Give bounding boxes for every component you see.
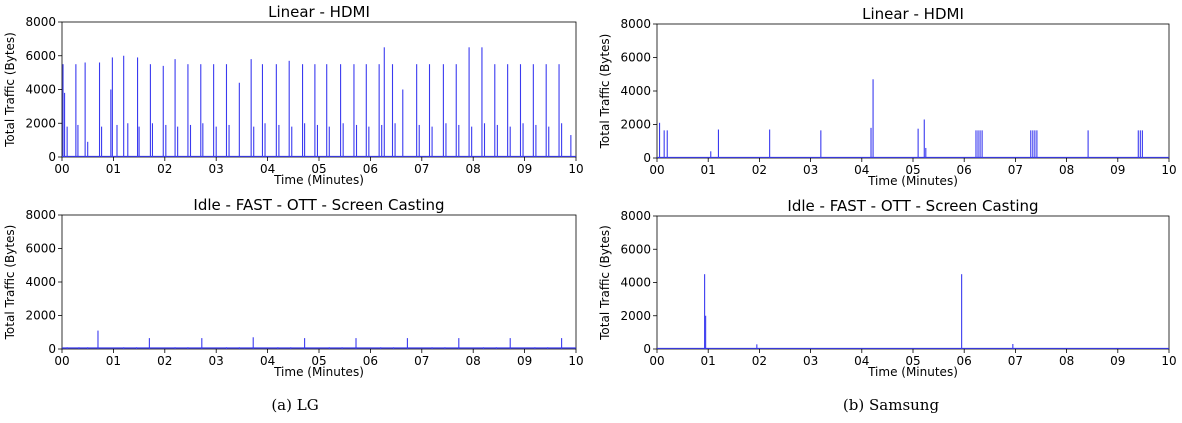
chart-lg-idle: 0 2000 4000 6000 8000 00 01 02 03 04 05 06 07 08 09 10 T… — [3, 196, 584, 379]
y-tick-label: 0 — [48, 342, 56, 356]
y-tick-label: 4000 — [620, 276, 651, 290]
x-axis-label: Time (Minutes) — [867, 174, 958, 188]
y-tick-label: 8000 — [25, 15, 56, 29]
x-tick-label: 06 — [957, 163, 972, 177]
y-tick-label: 6000 — [25, 49, 56, 63]
x-tick-label: 09 — [517, 354, 532, 368]
x-tick-label: 08 — [466, 354, 481, 368]
chart-ss-linear: 0 2000 4000 6000 8000 00 01 02 03 04 05 06 07 08 09 10 T… — [598, 5, 1177, 188]
y-tick-label: 4000 — [25, 275, 56, 289]
x-tick-label: 03 — [209, 354, 224, 368]
x-tick-label: 06 — [363, 162, 378, 176]
chart-title: Idle - FAST - OTT - Screen Casting — [193, 196, 444, 214]
y-tick-label: 8000 — [25, 208, 56, 222]
x-axis-label: Time (Minutes) — [273, 365, 364, 379]
y-tick-label: 0 — [643, 151, 651, 165]
y-tick-label: 6000 — [25, 242, 56, 256]
x-tick-label: 05 — [311, 354, 326, 368]
y-axis-label: Total Traffic (Bytes) — [598, 34, 612, 150]
x-tick-label: 00 — [649, 354, 664, 368]
y-tick-label: 2000 — [25, 116, 56, 130]
plot-frame — [656, 23, 1170, 159]
x-tick-label: 01 — [106, 354, 121, 368]
chart-lg-linear: 0 2000 4000 6000 8000 00 01 02 03 04 05 06 07 08 09 10 T… — [3, 3, 584, 187]
x-tick-label: 07 — [414, 354, 429, 368]
x-tick-label: 07 — [1008, 354, 1023, 368]
x-tick-label: 04 — [854, 163, 869, 177]
x-tick-label: 03 — [803, 163, 818, 177]
x-tick-label: 09 — [1110, 163, 1125, 177]
chart-title: Linear - HDMI — [268, 3, 370, 21]
x-tick-label: 09 — [1110, 354, 1125, 368]
y-tick-label: 6000 — [620, 242, 651, 256]
x-axis-label: Time (Minutes) — [273, 173, 364, 187]
plot-frame — [61, 214, 577, 350]
x-tick-label: 01 — [701, 163, 716, 177]
chart-ss-idle: 0 2000 4000 6000 8000 00 01 02 03 04 05 06 07 08 09 10 T… — [598, 197, 1177, 379]
x-tick-label: 02 — [157, 354, 172, 368]
x-tick-label: 10 — [568, 162, 583, 176]
x-tick-label: 00 — [649, 163, 664, 177]
x-tick-label: 08 — [1059, 354, 1074, 368]
x-tick-label: 02 — [752, 163, 767, 177]
y-tick-label: 0 — [643, 342, 651, 356]
y-axis-label: Total Traffic (Bytes) — [3, 32, 17, 148]
x-tick-label: 10 — [568, 354, 583, 368]
x-tick-label: 02 — [752, 354, 767, 368]
x-tick-label: 00 — [54, 354, 69, 368]
x-tick-label: 04 — [260, 162, 275, 176]
y-tick-label: 0 — [48, 150, 56, 164]
y-tick-label: 2000 — [620, 118, 651, 132]
x-tick-label: 07 — [1008, 163, 1023, 177]
y-tick-label: 6000 — [620, 51, 651, 65]
plot-frame — [656, 215, 1170, 350]
x-tick-label: 01 — [106, 162, 121, 176]
y-tick-label: 8000 — [620, 209, 651, 223]
x-tick-label: 07 — [414, 162, 429, 176]
x-tick-label: 03 — [803, 354, 818, 368]
caption-samsung: (b) Samsung — [842, 396, 940, 414]
y-tick-label: 8000 — [620, 17, 651, 31]
x-tick-label: 08 — [1059, 163, 1074, 177]
y-tick-label: 2000 — [620, 309, 651, 323]
y-tick-label: 4000 — [620, 84, 651, 98]
chart-title: Linear - HDMI — [862, 5, 964, 23]
x-tick-label: 05 — [905, 163, 920, 177]
x-tick-label: 04 — [854, 354, 869, 368]
y-tick-label: 4000 — [25, 83, 56, 97]
x-tick-label: 10 — [1161, 354, 1176, 368]
x-axis-label: Time (Minutes) — [867, 365, 958, 379]
x-tick-label: 02 — [157, 162, 172, 176]
x-tick-label: 05 — [311, 162, 326, 176]
x-tick-label: 03 — [209, 162, 224, 176]
y-axis-label: Total Traffic (Bytes) — [3, 225, 17, 341]
x-tick-label: 06 — [957, 354, 972, 368]
x-tick-label: 00 — [54, 162, 69, 176]
x-tick-label: 04 — [260, 354, 275, 368]
x-tick-label: 06 — [363, 354, 378, 368]
x-tick-label: 01 — [701, 354, 716, 368]
y-axis-label: Total Traffic (Bytes) — [598, 225, 612, 341]
chart-title: Idle - FAST - OTT - Screen Casting — [787, 197, 1038, 215]
x-tick-label: 08 — [466, 162, 481, 176]
y-tick-label: 2000 — [25, 309, 56, 323]
x-tick-label: 09 — [517, 162, 532, 176]
x-tick-label: 10 — [1161, 163, 1176, 177]
x-tick-label: 05 — [905, 354, 920, 368]
caption-lg: (a) LG — [271, 396, 319, 414]
